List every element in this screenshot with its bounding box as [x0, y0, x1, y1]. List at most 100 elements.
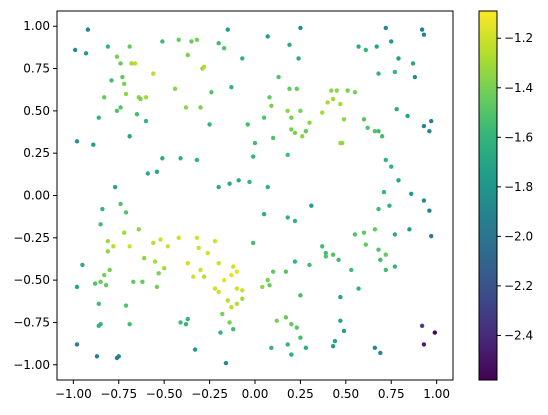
scatter-point	[138, 96, 143, 102]
scatter-point	[389, 39, 394, 44]
scatter-point	[247, 179, 252, 185]
scatter-point	[223, 360, 229, 366]
scatter-point	[330, 252, 336, 257]
scatter-point	[105, 44, 111, 49]
scatter-point	[91, 142, 96, 147]
scatter-point	[372, 227, 378, 232]
scatter-point	[94, 354, 100, 359]
scatter-point	[283, 315, 289, 320]
scatter-point	[221, 46, 227, 51]
scatter-point	[410, 61, 416, 66]
scatter-point	[252, 140, 258, 146]
scatter-point	[234, 286, 240, 291]
scatter-point	[412, 74, 418, 80]
scatter-point	[303, 128, 309, 134]
scatter-point	[250, 154, 256, 159]
scatter-point	[127, 244, 132, 249]
y-tick-label: 0.00	[23, 189, 50, 203]
scatter-point	[429, 233, 434, 239]
scatter-point	[220, 311, 225, 317]
scatter-point	[339, 140, 345, 146]
y-tick-label: 0.75	[23, 62, 50, 76]
scatter-point	[123, 303, 129, 308]
scatter-point	[372, 128, 378, 134]
scatter-point	[334, 88, 339, 93]
scatter-point	[267, 95, 272, 100]
scatter-point	[421, 198, 427, 203]
scatter-point	[432, 330, 438, 335]
x-tick-label: 1.00	[423, 387, 450, 401]
scatter-point	[407, 227, 412, 232]
scatter-points	[72, 25, 438, 366]
scatter-point	[265, 184, 270, 190]
scatter-point	[292, 218, 298, 224]
scatter-point	[85, 27, 91, 32]
scatter-point	[105, 249, 111, 254]
scatter-point	[183, 321, 189, 327]
scatter-point	[365, 125, 370, 130]
scatter-point	[405, 113, 410, 119]
scatter-point	[269, 103, 274, 108]
scatter-point	[276, 74, 281, 80]
scatter-point	[303, 345, 309, 351]
scatter-point	[330, 343, 336, 349]
scatter-point	[427, 128, 432, 134]
scatter-point	[419, 27, 425, 32]
x-tick-label: 0.50	[332, 387, 359, 401]
scatter-point	[392, 69, 398, 75]
scatter-point	[389, 164, 394, 169]
x-tick-label: 0.25	[287, 387, 314, 401]
scatter-point	[307, 120, 312, 125]
scatter-point	[261, 211, 267, 217]
scatter-point	[178, 156, 183, 161]
scatter-point	[231, 327, 236, 332]
scatter-point	[105, 239, 111, 244]
scatter-point	[161, 266, 167, 271]
scatter-point	[123, 210, 129, 215]
scatter-point	[229, 84, 234, 90]
scatter-point	[96, 301, 101, 307]
scatter-point	[160, 156, 165, 161]
scatter-point	[269, 345, 274, 351]
scatter-point	[134, 112, 140, 117]
scatter-point	[231, 264, 236, 269]
scatter-point	[151, 240, 156, 246]
scatter-point	[287, 42, 292, 48]
scatter-point	[216, 40, 221, 46]
scatter-point	[374, 44, 379, 49]
scatter-point	[289, 352, 294, 357]
y-tick-label: 0.25	[23, 146, 50, 160]
scatter-point	[345, 88, 350, 93]
scatter-point	[294, 325, 299, 330]
scatter-point	[356, 286, 361, 291]
scatter-point	[122, 81, 127, 86]
x-tick-label: −0.75	[100, 387, 137, 401]
scatter-point	[227, 320, 232, 325]
colorbar-tick-label: −1.6	[504, 130, 533, 144]
scatter-point	[178, 320, 183, 325]
scatter-point	[356, 44, 361, 49]
scatter-point	[118, 201, 123, 207]
scatter-point	[103, 283, 109, 288]
x-tick-label: 0.75	[378, 387, 405, 401]
scatter-point	[74, 284, 80, 290]
scatter-point	[127, 321, 132, 327]
y-tick-label: −1.00	[13, 358, 50, 372]
scatter-point	[307, 262, 312, 268]
scatter-point	[194, 37, 200, 42]
scatter-point	[379, 134, 385, 139]
scatter-point	[376, 206, 381, 212]
scatter-point	[200, 66, 205, 71]
scatter-point	[132, 61, 138, 66]
colorbar-axis: −2.4 −2.2 −2.0 −1.8 −1.6 −1.4 −1.2	[497, 31, 533, 342]
scatter-point	[338, 101, 343, 107]
x-tick-label: −0.50	[146, 387, 183, 401]
scatter-point	[156, 271, 161, 276]
scatter-point	[151, 71, 156, 76]
scatter-point	[118, 105, 123, 110]
scatter-point	[229, 272, 234, 278]
scatter-point	[240, 56, 245, 61]
y-axis: −1.00 −0.75 −0.50 −0.25 0.00 0.25 0.50 0.75 1.00	[13, 19, 57, 372]
colorbar-tick-label: −1.2	[504, 31, 533, 45]
scatter-point	[136, 227, 141, 232]
